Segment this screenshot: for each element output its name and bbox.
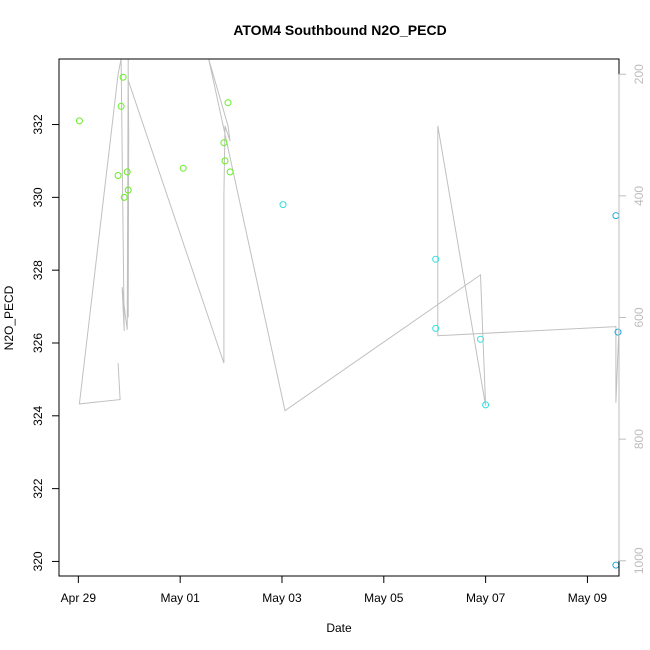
x-tick-label: May 07 xyxy=(466,591,506,605)
y-tick-label: 322 xyxy=(31,478,45,498)
y2-tick-label: 400 xyxy=(632,186,646,206)
data-point xyxy=(612,561,620,569)
y-axis-label: N2O_PECD xyxy=(2,285,16,350)
data-point xyxy=(224,99,232,107)
data-point xyxy=(119,73,127,81)
data-point xyxy=(477,335,484,343)
y2-tick-label: 1000 xyxy=(632,547,646,574)
data-point xyxy=(114,172,122,179)
data-point xyxy=(614,328,622,336)
y-tick-label: 320 xyxy=(31,551,45,571)
data-point xyxy=(432,255,440,263)
y-tick-label: 326 xyxy=(31,333,45,353)
x-tick-label: May 01 xyxy=(160,591,200,605)
data-point xyxy=(432,324,440,332)
x-axis: Apr 29 May 01 May 03 May 05 May 07 May 09 xyxy=(61,575,608,605)
y2-tick-label: 600 xyxy=(632,307,646,327)
x-tick-label: Apr 29 xyxy=(61,591,97,605)
points-layer xyxy=(75,73,622,569)
x-tick-label: May 09 xyxy=(568,591,608,605)
data-point xyxy=(179,164,187,172)
data-point xyxy=(123,168,131,176)
data-point xyxy=(221,157,229,165)
data-point xyxy=(612,212,620,220)
x-axis-label: Date xyxy=(326,621,352,635)
x-tick-label: May 03 xyxy=(262,591,302,605)
y-tick-label: 328 xyxy=(31,260,45,280)
data-point xyxy=(226,168,234,176)
altitude-line xyxy=(78,58,620,412)
data-point xyxy=(279,201,287,209)
data-point xyxy=(75,117,83,125)
chart-title: ATOM4 Southbound N2O_PECD xyxy=(233,22,446,38)
plot-frame xyxy=(58,58,620,577)
data-point xyxy=(124,186,132,194)
y2-axis: 200 400 600 800 1000 xyxy=(618,64,646,574)
data-point xyxy=(220,139,228,147)
altitude-layer xyxy=(78,58,620,412)
data-point xyxy=(482,401,490,409)
y2-tick-label: 800 xyxy=(632,429,646,449)
y-axis: 320 322 324 326 328 330 332 xyxy=(31,114,60,571)
data-point xyxy=(117,102,125,110)
data-point xyxy=(120,193,128,201)
y-tick-label: 332 xyxy=(31,114,45,134)
x-tick-label: May 05 xyxy=(364,591,404,605)
y-tick-label: 324 xyxy=(31,405,45,425)
y-tick-label: 330 xyxy=(31,187,45,207)
y2-tick-label: 200 xyxy=(632,64,646,84)
